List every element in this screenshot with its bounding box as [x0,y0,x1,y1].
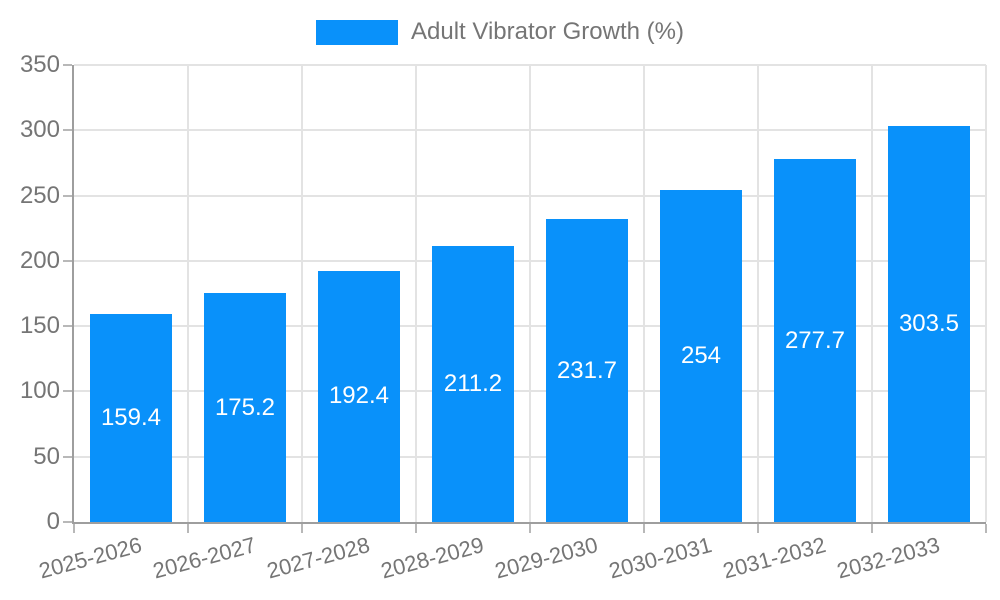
bar[interactable]: 277.7 [773,159,857,522]
y-axis-tick [63,129,72,132]
y-axis-tick [63,194,72,197]
x-gridline [871,65,873,522]
bar[interactable]: 303.5 [887,125,971,522]
bar-value-label: 175.2 [214,393,276,421]
y-axis-tick-label: 150 [19,312,60,340]
y-axis-tick [63,455,72,458]
x-gridline [985,65,987,522]
y-axis-tick [63,325,72,328]
x-axis-tick [985,524,987,533]
bar-value-label: 159.4 [100,403,162,431]
x-axis-label: 2026-2027 [150,532,259,584]
x-gridline [301,65,303,522]
y-axis-tick [63,521,72,523]
x-axis-label: 2030-2031 [606,532,715,584]
y-axis-tick-label: 100 [19,377,60,405]
x-axis-label: 2032-2033 [834,532,943,584]
x-axis-label: 2027-2028 [264,532,373,584]
x-gridline [757,65,759,522]
y-axis-tick [63,390,72,393]
x-axis-tick [301,524,303,533]
bar-value-label: 211.2 [443,370,503,398]
x-gridline [187,65,189,522]
x-axis-label: 2029-2030 [492,532,601,584]
x-axis-label: 2031-2032 [720,532,829,584]
bar[interactable]: 254 [659,190,743,522]
bar-value-label: 254 [680,342,722,370]
plot-area: 0 50 100 150 200 250 300 350 159.4 2025-2026 175.2… [20,53,987,583]
x-axis-tick [187,524,189,533]
x-axis-tick [529,524,531,533]
x-gridline [529,65,531,522]
y-axis-tick-label: 300 [19,116,60,144]
x-axis-label: 2028-2029 [378,532,487,584]
y-axis-tick-label: 50 [33,442,60,470]
x-axis-tick [415,524,417,533]
y-axis-tick-label: 200 [19,246,60,274]
y-axis-tick [63,64,72,66]
x-axis-tick [73,524,75,533]
x-gridline [643,65,645,522]
x-axis-tick [643,524,645,533]
bar[interactable]: 175.2 [203,293,287,522]
x-axis-tick [757,524,759,533]
bar[interactable]: 192.4 [317,270,401,522]
x-axis-label: 2025-2026 [36,532,145,584]
y-axis-tick-label: 0 [46,508,60,535]
bar-value-label: 192.4 [328,382,390,410]
y-axis-tick-label: 250 [19,181,60,209]
bar[interactable]: 211.2 [431,246,515,522]
legend-color-swatch [316,19,398,45]
x-gridline [415,65,417,522]
bar[interactable]: 159.4 [89,313,173,522]
legend[interactable]: Adult Vibrator Growth (%) [0,18,1000,46]
y-axis-tick-label: 350 [19,51,60,78]
y-axis-tick [63,259,72,262]
x-axis-tick [871,524,873,533]
bar-value-label: 303.5 [898,309,960,337]
bar[interactable]: 231.7 [545,219,629,522]
bar-value-label: 231.7 [556,356,618,384]
legend-label: Adult Vibrator Growth (%) [411,18,684,45]
bar-value-label: 277.7 [784,326,846,354]
